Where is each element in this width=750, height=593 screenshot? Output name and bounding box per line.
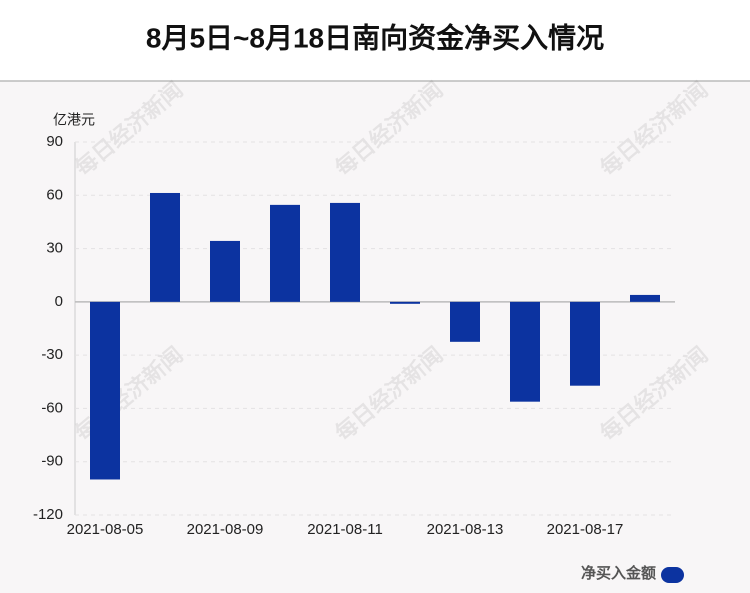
y-tick-label: -120 <box>33 506 63 523</box>
chart-title: 8月5日~8月18日南向资金净买入情况 <box>146 21 604 53</box>
bar <box>630 294 660 302</box>
bar <box>210 240 240 302</box>
y-tick-label: 0 <box>55 293 63 310</box>
y-tick-label: 30 <box>46 240 63 257</box>
x-tick-label: 2021-08-13 <box>427 521 504 538</box>
y-tick-label: -30 <box>41 346 63 363</box>
bar <box>450 301 480 342</box>
y-tick-label: 90 <box>46 133 63 150</box>
x-tick-label: 2021-08-09 <box>187 521 264 538</box>
bar <box>150 192 180 302</box>
legend-swatch <box>661 567 684 583</box>
x-tick-label: 2021-08-11 <box>307 521 383 538</box>
bar <box>570 301 600 386</box>
y-tick-label: -60 <box>41 399 63 416</box>
bar <box>270 204 300 302</box>
bar <box>390 301 420 304</box>
title-band <box>0 0 750 81</box>
y-tick-label: -90 <box>41 453 63 470</box>
bar <box>90 301 120 480</box>
legend-label: 净买入金额 <box>581 564 656 582</box>
y-tick-label: 60 <box>46 186 63 203</box>
bar <box>330 202 360 302</box>
x-tick-label: 2021-08-05 <box>67 521 144 538</box>
bar <box>510 301 540 402</box>
y-axis-label: 亿港元 <box>53 112 95 128</box>
x-tick-label: 2021-08-17 <box>547 521 624 538</box>
